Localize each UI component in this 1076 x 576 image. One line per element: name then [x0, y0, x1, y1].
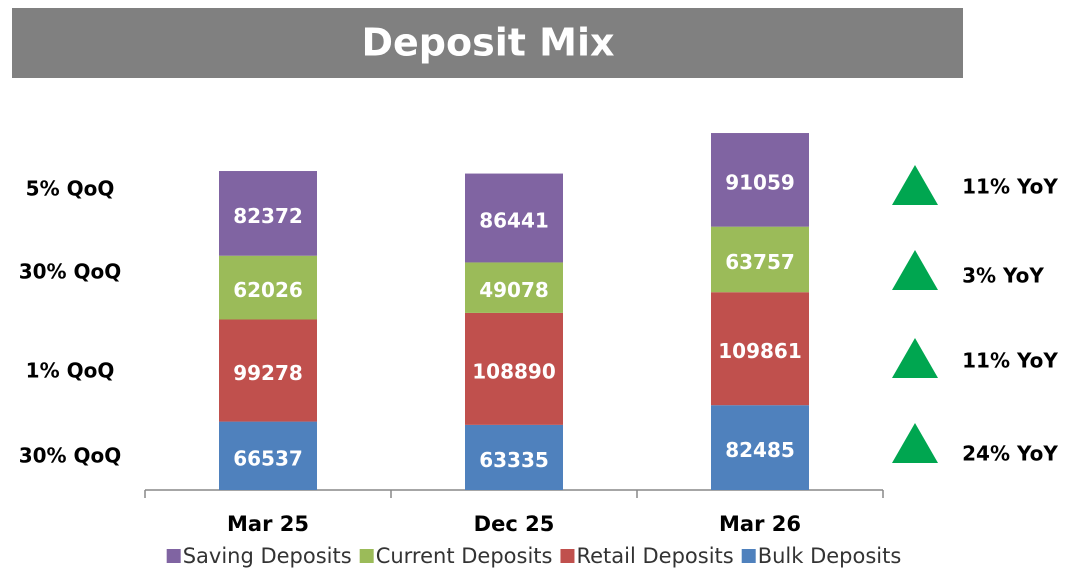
- bar-segment: [711, 133, 809, 227]
- legend-swatch: [741, 549, 756, 563]
- data-label: 62026: [233, 278, 303, 302]
- bar-segment: [465, 312, 563, 425]
- data-label: 66537: [233, 446, 303, 470]
- qoq-label: 30% QoQ: [19, 444, 122, 468]
- legend-label: Bulk Deposits: [758, 544, 902, 568]
- bar-segment: [711, 292, 809, 406]
- data-label: 63335: [479, 448, 549, 472]
- bar-segment: [219, 255, 317, 320]
- legend-label: Current Deposits: [376, 544, 553, 568]
- x-tick-label: Mar 25: [227, 512, 309, 536]
- qoq-label: 1% QoQ: [26, 359, 115, 383]
- data-label: 82485: [725, 438, 795, 462]
- data-label: 86441: [479, 209, 549, 233]
- legend-label: Retail Deposits: [576, 544, 733, 568]
- data-label: 49078: [479, 278, 549, 302]
- qoq-label: 30% QoQ: [19, 260, 122, 284]
- yoy-marker: [892, 165, 938, 205]
- yoy-label: 11% YoY: [962, 349, 1058, 373]
- data-label: 99278: [233, 361, 303, 385]
- chart-title: Deposit Mix: [361, 21, 614, 65]
- yoy-label: 24% YoY: [962, 442, 1058, 466]
- qoq-label: 5% QoQ: [26, 177, 115, 201]
- yoy-label: 11% YoY: [962, 175, 1058, 199]
- legend-swatch: [560, 549, 575, 563]
- data-label: 108890: [472, 359, 556, 383]
- title-banner: [12, 8, 963, 78]
- data-label: 91059: [725, 170, 795, 194]
- bar-segment: [465, 173, 563, 263]
- bar-segment: [219, 421, 317, 490]
- legend-label: Saving Deposits: [183, 544, 352, 568]
- bar-segment: [219, 171, 317, 256]
- yoy-marker: [892, 338, 938, 378]
- data-label: 82372: [233, 204, 303, 228]
- legend-swatch: [166, 549, 181, 563]
- bar-segment: [711, 405, 809, 490]
- bar-segment: [711, 226, 809, 293]
- data-label: 109861: [718, 339, 802, 363]
- data-label: 63757: [725, 250, 795, 274]
- x-tick-label: Mar 26: [719, 512, 801, 536]
- x-tick-label: Dec 25: [474, 512, 555, 536]
- bar-segment: [465, 262, 563, 313]
- yoy-marker: [892, 250, 938, 290]
- legend-swatch: [359, 549, 374, 563]
- bar-segment: [219, 319, 317, 422]
- yoy-label: 3% YoY: [962, 264, 1044, 288]
- yoy-marker: [892, 423, 938, 463]
- bar-segment: [465, 424, 563, 490]
